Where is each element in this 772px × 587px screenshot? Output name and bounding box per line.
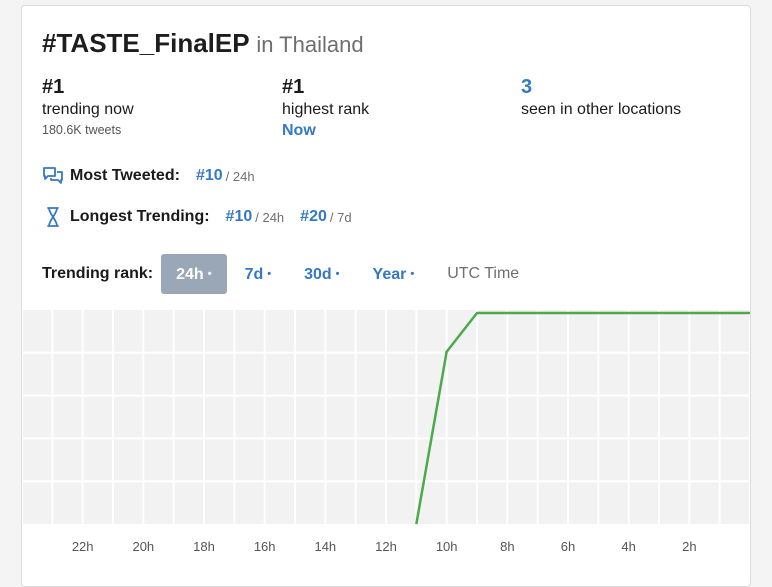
hourglass-icon — [42, 207, 64, 227]
tab-30d[interactable]: 30d • — [304, 266, 340, 283]
trending-label: trending now — [42, 101, 134, 118]
trending-rank: #1 — [42, 76, 65, 98]
highest-when[interactable]: Now — [282, 122, 316, 139]
x-tick-label: 8h — [500, 539, 514, 554]
longest-trending-value-7d[interactable]: #20 — [300, 208, 327, 225]
longest-trending-row: Longest Trending: #10 / 24h #20 / 7d — [42, 207, 352, 227]
page-title: #TASTE_FinalEP in Thailand — [42, 28, 364, 59]
utc-time-toggle[interactable]: UTC Time — [447, 265, 520, 282]
rank-series-line — [415, 311, 750, 525]
tweet-count: 180.6K tweets — [42, 123, 122, 137]
hashtag-title[interactable]: #TASTE_FinalEP — [42, 28, 250, 58]
x-tick-label: 14h — [314, 539, 336, 554]
x-tick-label: 22h — [72, 539, 94, 554]
highest-rank: #1 — [282, 76, 305, 98]
longest-trending-value-24h[interactable]: #10 — [225, 208, 253, 225]
most-tweeted-row: Most Tweeted: #10 / 24h — [42, 166, 255, 186]
location-label: in Thailand — [256, 32, 364, 57]
stat-trending: #1 trending now 180.6K tweets — [42, 76, 134, 137]
x-tick-label: 6h — [561, 539, 575, 554]
x-tick-label: 18h — [193, 539, 215, 554]
trend-card: #TASTE_FinalEP in Thailand #1 trending n… — [21, 5, 751, 587]
tab-24h[interactable]: 24h • — [161, 254, 227, 294]
other-locations-count[interactable]: 3 — [521, 76, 533, 98]
chat-bubbles-icon — [42, 166, 64, 186]
longest-trending-period-7d: / 7d — [329, 209, 352, 225]
trending-rank-chart: 22h 20h 18h 16h 14h 12h 10h 8h 6h 4h 2h — [22, 310, 750, 554]
x-tick-label: 4h — [621, 539, 635, 554]
most-tweeted-label: Most Tweeted: — [70, 167, 180, 184]
stat-highest: #1 highest rank Now — [282, 76, 369, 141]
highest-label: highest rank — [282, 101, 370, 118]
longest-trending-label: Longest Trending: — [70, 208, 210, 225]
most-tweeted-period: / 24h — [225, 168, 255, 184]
rank-tabs: Trending rank: 24h • 7d • 30d • Year • UTC T… — [42, 254, 537, 294]
stat-other-locations: 3 seen in other locations — [521, 76, 681, 121]
x-tick-label: 2h — [682, 539, 696, 554]
most-tweeted-value[interactable]: #10 — [195, 167, 223, 184]
x-tick-label: 20h — [132, 539, 154, 554]
x-tick-label: 10h — [436, 539, 458, 554]
tab-year[interactable]: Year • — [372, 266, 415, 283]
tab-7d[interactable]: 7d • — [244, 266, 272, 283]
x-tick-label: 12h — [375, 539, 397, 554]
longest-trending-period-24h: / 24h — [255, 209, 285, 225]
rank-tabs-label: Trending rank: — [42, 265, 154, 282]
other-locations-label: seen in other locations — [521, 101, 682, 118]
x-tick-label: 16h — [254, 539, 276, 554]
